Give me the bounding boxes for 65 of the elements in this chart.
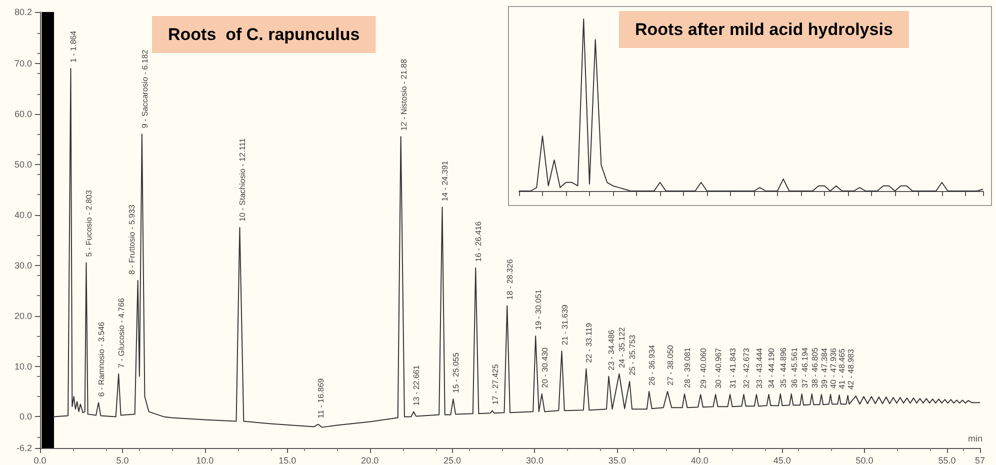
y-tick-label: 0.0 <box>19 412 32 422</box>
annotation: 14 - 24.391 <box>440 160 450 202</box>
annotation: 17 - 27.425 <box>490 364 500 405</box>
annotation: 16 - 26.416 <box>474 220 484 262</box>
x-tick-label: 57 <box>974 456 986 465</box>
annotation: 40 - 47.936 <box>829 347 838 389</box>
annotation: 25 - 35.753 <box>628 334 638 376</box>
y-tick-label: 20.0 <box>14 310 32 321</box>
annotation: 13 - 22.661 <box>412 364 422 406</box>
annotation: 8 - Fruttosio - 5.933 <box>127 204 136 274</box>
y-tick-label: 40.0 <box>14 210 32 220</box>
annotation: 29 - 40.060 <box>699 347 708 389</box>
annotation: 37 - 46.194 <box>800 346 810 388</box>
annotation: 18 - 28.326 <box>506 258 515 300</box>
y-tick-label: 10.0 <box>14 361 32 372</box>
annotation: 33 - 43.444 <box>754 347 764 389</box>
y-tick-label: -6.2 <box>16 443 32 453</box>
x-tick-label: 5.0 <box>116 456 129 465</box>
y-tick-label: 50.0 <box>14 159 32 170</box>
annotation: 24 - 35.122 <box>618 326 627 368</box>
annotation: 21 - 31.639 <box>560 304 570 346</box>
x-tick-label: 50.0 <box>856 456 874 465</box>
chart-title: Roots after mild acid hydrolysis <box>635 20 893 39</box>
annotation: 32 - 42.673 <box>742 347 752 389</box>
y-tick-label: 80.2 <box>14 7 32 17</box>
annotation: 19 - 30.051 <box>534 288 544 330</box>
annotation: 7 - Glucosio - 4.766 <box>117 297 126 368</box>
annotation: 28 - 39.081 <box>682 346 692 388</box>
annotation: 41 - 48.465 <box>838 348 847 390</box>
annotation: 11 - 16.869 <box>316 378 326 418</box>
annotation: 15 - 25.055 <box>452 352 461 394</box>
annotation: 35 - 44.896 <box>778 346 788 388</box>
x-tick-label: 25.0 <box>444 456 462 465</box>
y-tick-label: 70.0 <box>14 58 32 68</box>
annotation: 27 - 38.050 <box>666 344 675 386</box>
x-tick-label: 15.0 <box>278 456 296 465</box>
annotation: 12 - Nistosio - 21.88 <box>399 58 408 131</box>
x-tick-label: 10.0 <box>196 456 214 465</box>
y-tick-label: 30.0 <box>14 260 32 270</box>
annotation: 34 - 44.190 <box>767 347 776 389</box>
x-tick-label: 35.0 <box>608 456 626 465</box>
annotation: 38 - 46.805 <box>810 346 820 388</box>
x-tick-label: 55.0 <box>938 456 956 465</box>
annotation: 23 - 34.486 <box>607 329 616 370</box>
annotation: 42 - 48.983 <box>846 348 856 390</box>
annotation: 10 - Stachiosio - 12.111 <box>238 138 248 222</box>
x-axis-title: min <box>968 434 983 444</box>
text: Roots of C. rapunculus <box>168 25 360 44</box>
x-tick-label: 45.0 <box>773 456 791 465</box>
annotation: 26 - 36.934 <box>648 344 657 386</box>
annotation: 1 - 1.864 <box>69 30 78 63</box>
x-tick-label: 40.0 <box>690 456 708 465</box>
annotation: 39 - 47.384 <box>820 347 829 389</box>
annotation: 22 - 33.119 <box>584 322 594 363</box>
annotation: 5 - Fucosio - 2.803 <box>84 190 94 257</box>
x-tick-label: 30.0 <box>526 456 544 465</box>
x-tick-label: 20.0 <box>361 456 379 465</box>
annotation: 31 - 41.843 <box>728 347 738 389</box>
annotation: 36 - 45.561 <box>790 346 799 388</box>
y-tick-label: 60.0 <box>14 108 32 119</box>
annotation: 6 - Ramnosio - 3.546 <box>96 321 106 397</box>
annotation: 9 - Saccarosio - 6.182 <box>140 49 150 128</box>
annotation: 30 - 40.967 <box>714 347 724 389</box>
annotation: 20 - 30.430 <box>540 346 550 388</box>
x-tick-label: 0.0 <box>34 456 46 465</box>
